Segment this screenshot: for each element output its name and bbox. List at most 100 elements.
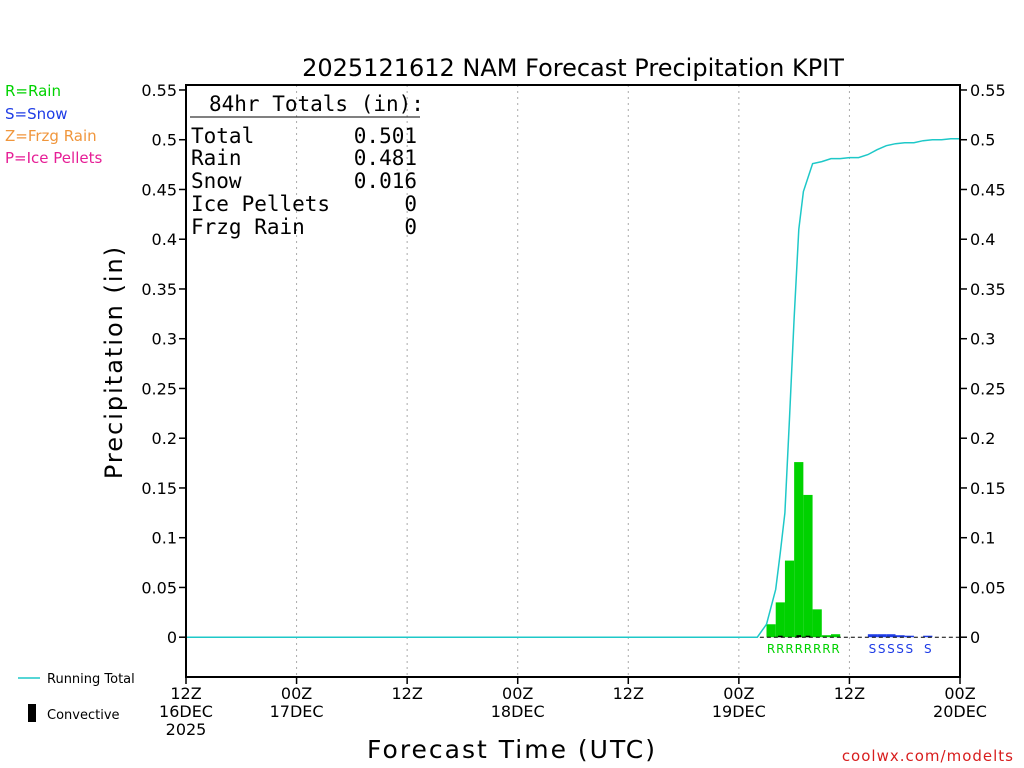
y-axis-left: 0 0.05 0.1 0.15 0.2 0.25 0.3 0.35 0.4 0.45 0.5 0.55 <box>141 81 186 647</box>
ptype-marker: R <box>813 642 821 656</box>
snow-bar <box>895 635 905 638</box>
x-tick-label: 17DEC <box>270 702 324 721</box>
snow-bar <box>877 634 887 638</box>
totals-label-freezing-rain: Frzg Rain <box>191 215 305 239</box>
y-tick-label-right: 0.25 <box>970 379 1006 398</box>
running-total-line <box>186 137 960 638</box>
totals-value-ice-pellets: 0 <box>404 192 417 216</box>
y-tick-label-right: 0.2 <box>970 429 995 448</box>
rain-bar <box>812 609 822 638</box>
totals-value-rain: 0.481 <box>354 146 417 170</box>
y-tick-label-right: 0.4 <box>970 230 995 249</box>
ptype-marker: R <box>767 642 775 656</box>
y-tick-label-right: 0.15 <box>970 479 1006 498</box>
series-legend: Running Total Convective <box>18 672 135 723</box>
y-tick-label-right: 0 <box>970 628 980 647</box>
chart-title: 2025121612 NAM Forecast Precipitation KP… <box>302 54 844 82</box>
x-tick-label: 16DEC <box>159 702 213 721</box>
y-tick-label: 0.5 <box>152 131 177 150</box>
y-tick-label: 0.05 <box>141 578 177 597</box>
totals-heading: 84hr Totals (in): <box>209 92 424 116</box>
rain-bar <box>766 624 776 638</box>
x-tick-label: 12Z <box>391 684 422 703</box>
snow-bar <box>867 634 878 638</box>
y-tick-label-right: 0.55 <box>970 81 1006 100</box>
y-tick-label-right: 0.45 <box>970 180 1006 199</box>
rain-bar <box>784 560 795 638</box>
snow-bar <box>904 635 914 638</box>
x-tick-label: 12Z <box>170 684 201 703</box>
precip-bars <box>766 462 933 638</box>
y-tick-label-right: 0.3 <box>970 330 995 349</box>
totals-value-freezing-rain: 0 <box>404 215 417 239</box>
convective-bar <box>805 635 811 638</box>
y-tick-label: 0.55 <box>141 81 177 100</box>
ptype-marker: R <box>785 642 793 656</box>
legend-rain: R=Rain <box>5 82 61 100</box>
y-tick-label-right: 0.5 <box>970 131 995 150</box>
legend-freezing-rain: Z=Frzg Rain <box>5 127 97 145</box>
plot-frame <box>185 84 961 678</box>
y-axis-right: 0 0.05 0.1 0.15 0.2 0.25 0.3 0.35 0.4 0.45 0.5 0.55 <box>960 81 1006 647</box>
totals-label-snow: Snow <box>191 169 242 193</box>
x-tick-label: 00Z <box>723 684 754 703</box>
x-tick-label: 20DEC <box>933 702 987 721</box>
y-tick-label: 0.45 <box>141 180 177 199</box>
rain-bar <box>821 635 831 638</box>
totals-label-total: Total <box>191 124 254 148</box>
x-tick-label: 18DEC <box>491 702 545 721</box>
legend-ice-pellets: P=Ice Pellets <box>5 149 102 167</box>
ptype-marker: S <box>887 642 895 656</box>
y-tick-label-right: 0.35 <box>970 280 1006 299</box>
snow-bar <box>923 635 933 638</box>
y-tick-label: 0.4 <box>152 230 177 249</box>
x-tick-label: 00Z <box>502 684 533 703</box>
ptype-legend: R=Rain S=Snow Z=Frzg Rain P=Ice Pellets <box>5 82 102 167</box>
y-tick-label: 0 <box>167 628 177 647</box>
ptype-marker: R <box>776 642 784 656</box>
y-tick-label-right: 0.05 <box>970 578 1006 597</box>
ptype-marker: S <box>878 642 886 656</box>
x-tick-label: 12Z <box>613 684 644 703</box>
x-tick-label: 12Z <box>834 684 865 703</box>
y-axis-label: Precipitation (in) <box>100 245 128 479</box>
x-tick-label: 19DEC <box>712 702 766 721</box>
totals-label-rain: Rain <box>191 146 242 170</box>
totals-label-ice-pellets: Ice Pellets <box>191 192 330 216</box>
y-tick-label: 0.2 <box>152 429 177 448</box>
ptype-marker: R <box>822 642 830 656</box>
legend-snow: S=Snow <box>5 105 68 123</box>
snow-bar <box>886 634 896 638</box>
rain-bar <box>794 462 804 638</box>
y-tick-label: 0.1 <box>152 529 177 548</box>
rain-bar <box>831 634 841 638</box>
ptype-marker: S <box>906 642 914 656</box>
convective-bar <box>796 635 802 638</box>
x-axis-label: Forecast Time (UTC) <box>367 735 657 764</box>
y-tick-label: 0.25 <box>141 379 177 398</box>
x-tick-label: 00Z <box>944 684 975 703</box>
ptype-marker: R <box>795 642 803 656</box>
ptype-marker: S <box>896 642 904 656</box>
y-tick-label-right: 0.1 <box>970 529 995 548</box>
ptype-marker: R <box>804 642 812 656</box>
totals-value-snow: 0.016 <box>354 169 417 193</box>
y-tick-label: 0.35 <box>141 280 177 299</box>
grid-lines <box>296 85 850 677</box>
x-tick-label: 00Z <box>281 684 312 703</box>
convective-swatch <box>28 704 36 722</box>
totals-box: 84hr Totals (in): Total 0.501 Rain 0.481… <box>190 92 424 239</box>
totals-value-total: 0.501 <box>354 124 417 148</box>
running-total-legend-label: Running Total <box>47 672 135 687</box>
convective-legend-label: Convective <box>47 708 120 723</box>
ptype-marker: R <box>831 642 839 656</box>
convective-bar <box>778 635 783 638</box>
rain-bar <box>803 494 813 638</box>
y-tick-label: 0.3 <box>152 330 177 349</box>
ptype-marker: S <box>924 642 932 656</box>
x-tick-label: 2025 <box>166 720 207 739</box>
credit-text: coolwx.com/modelts <box>842 747 1014 765</box>
